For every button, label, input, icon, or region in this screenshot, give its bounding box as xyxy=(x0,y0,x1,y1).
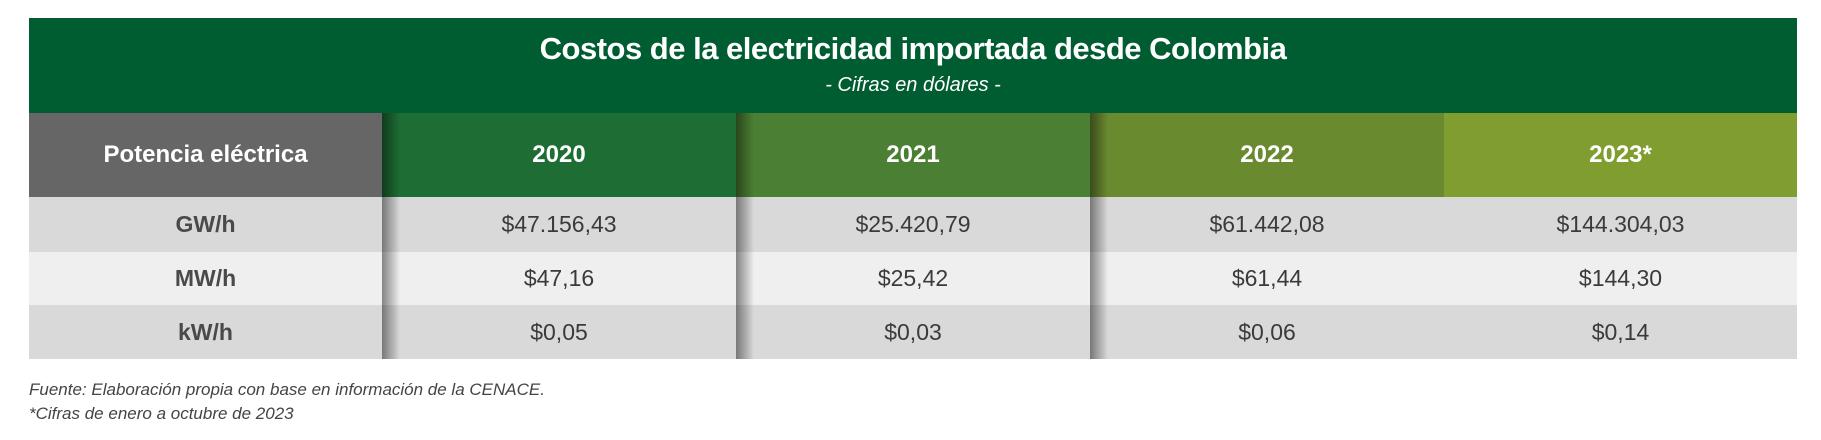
table-cell: $0,06 xyxy=(1090,305,1444,359)
cost-table: Potencia eléctrica 2020 2021 2022 2023* … xyxy=(29,113,1797,359)
period-note: *Cifras de enero a octubre de 2023 xyxy=(29,404,294,423)
table-cell: $25,42 xyxy=(736,252,1090,305)
row-label-mwh: MW/h xyxy=(29,252,382,305)
table-cell: $61.442,08 xyxy=(1090,197,1444,252)
table-cell: $61,44 xyxy=(1090,252,1444,305)
table-cell: $144.304,03 xyxy=(1444,197,1797,252)
table-cell: $0,14 xyxy=(1444,305,1797,359)
title-banner: Costos de la electricidad importada desd… xyxy=(29,18,1797,113)
column-header-2021: 2021 xyxy=(736,113,1090,197)
table-cell: $0,05 xyxy=(382,305,736,359)
table-cell: $144,30 xyxy=(1444,252,1797,305)
column-header-potencia: Potencia eléctrica xyxy=(29,113,382,197)
page-title: Costos de la electricidad importada desd… xyxy=(539,31,1287,66)
footnotes: Fuente: Elaboración propia con base en i… xyxy=(29,378,545,426)
table-cell: $47,16 xyxy=(382,252,736,305)
table-cell: $47.156,43 xyxy=(382,197,736,252)
column-header-2022: 2022 xyxy=(1090,113,1444,197)
column-header-2020: 2020 xyxy=(382,113,736,197)
row-label-kwh: kW/h xyxy=(29,305,382,359)
table-cell: $25.420,79 xyxy=(736,197,1090,252)
page-subtitle: - Cifras en dólares - xyxy=(825,74,1001,96)
row-label-gwh: GW/h xyxy=(29,197,382,252)
table-cell: $0,03 xyxy=(736,305,1090,359)
column-header-2023: 2023* xyxy=(1444,113,1797,197)
source-note: Fuente: Elaboración propia con base en i… xyxy=(29,380,545,399)
